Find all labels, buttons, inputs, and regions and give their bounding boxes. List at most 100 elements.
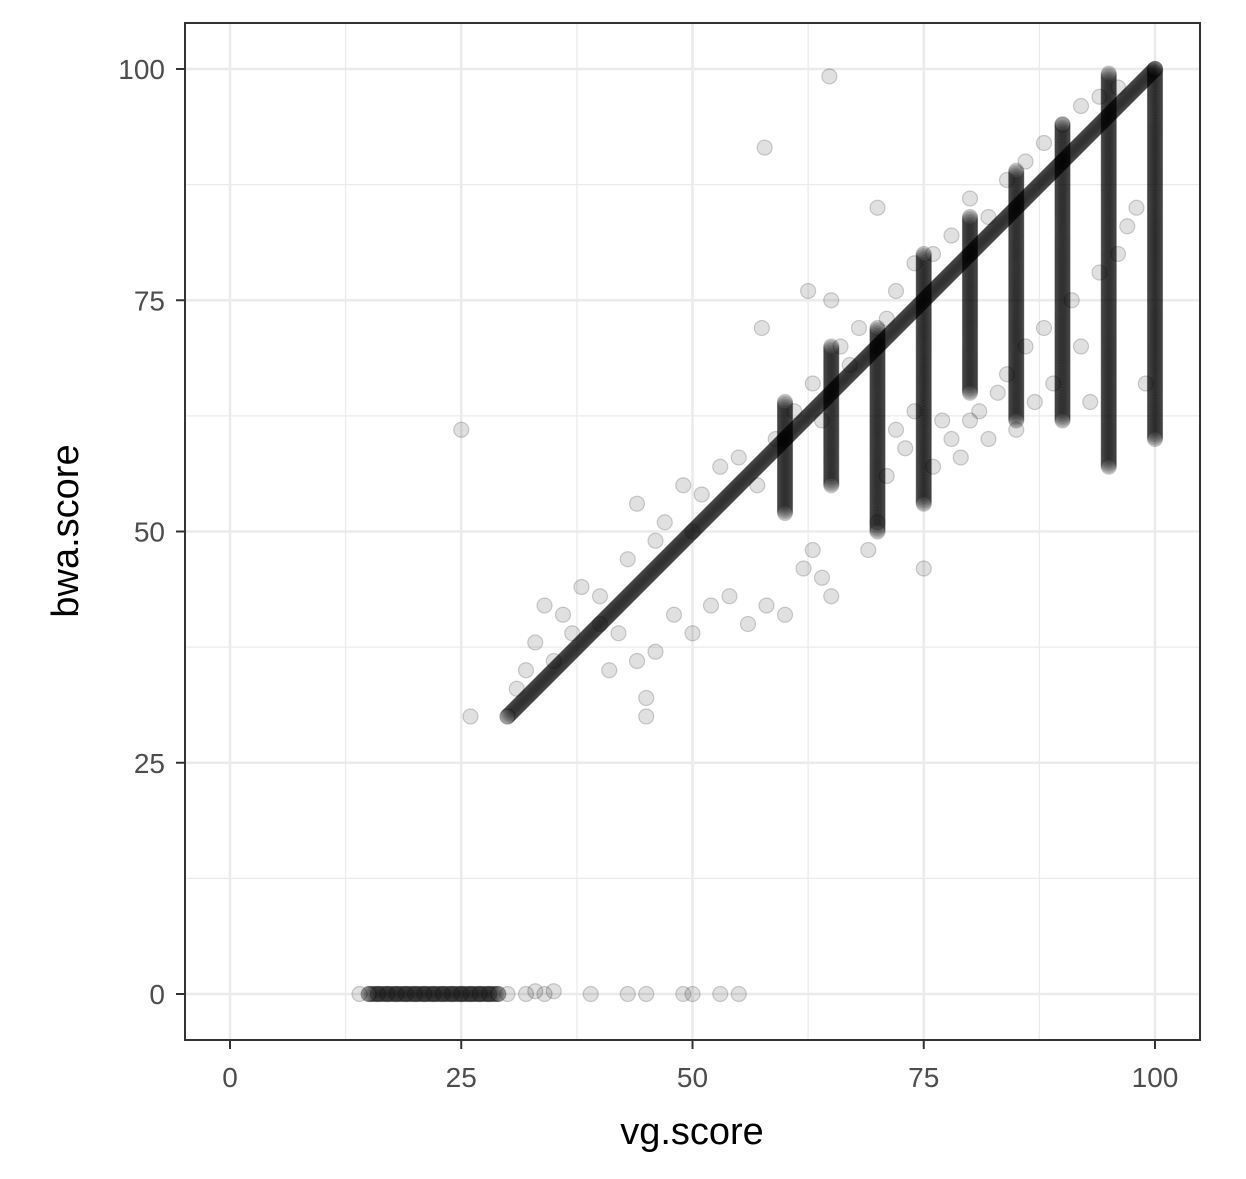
data-point (1146, 150, 1164, 167)
data-point (645, 561, 663, 579)
data-point (897, 440, 914, 457)
data-point (1146, 314, 1164, 331)
data-point (823, 361, 840, 378)
data-point (823, 446, 840, 464)
data-point (1031, 176, 1048, 193)
data-point (1030, 177, 1047, 194)
data-point (915, 476, 932, 493)
data-point (1100, 418, 1117, 435)
data-point (443, 985, 461, 1003)
data-point (389, 985, 406, 1003)
data-point (961, 231, 979, 248)
data-point (1054, 307, 1071, 324)
data-point (1146, 158, 1164, 175)
data-point (601, 662, 618, 679)
data-point (1129, 77, 1147, 95)
data-point (538, 669, 555, 686)
data-point (1100, 236, 1117, 253)
data-point (823, 388, 840, 405)
data-point (1122, 85, 1139, 102)
data-point (1100, 166, 1117, 183)
data-point (1054, 209, 1071, 226)
data-point (869, 338, 886, 355)
data-point (823, 373, 840, 390)
data-point (1008, 321, 1025, 338)
data-point (749, 477, 766, 494)
data-point (823, 442, 840, 459)
data-point (1146, 372, 1164, 389)
data-point (961, 327, 979, 344)
data-point (1138, 69, 1155, 86)
data-point (1008, 240, 1025, 257)
data-point (426, 985, 444, 1003)
data-point (1008, 162, 1025, 179)
data-point (1100, 92, 1117, 109)
data-point (1146, 111, 1164, 129)
data-point (869, 496, 886, 513)
data-point (1100, 124, 1117, 141)
data-point (1146, 278, 1164, 295)
data-point (869, 375, 886, 392)
data-point (869, 497, 886, 515)
data-point (776, 416, 794, 433)
data-point (915, 260, 932, 278)
data-point (1097, 110, 1114, 127)
data-point (1008, 363, 1025, 380)
data-point (970, 237, 987, 254)
data-point (961, 217, 979, 235)
data-point (1118, 89, 1135, 106)
data-point (1008, 165, 1025, 182)
data-point (1100, 442, 1117, 459)
data-point (1100, 149, 1117, 166)
data-point (1025, 181, 1043, 199)
data-point (1146, 108, 1164, 126)
data-point (1146, 364, 1164, 382)
data-point (776, 425, 794, 442)
data-point (697, 509, 715, 527)
data-point (1146, 203, 1164, 220)
data-point (915, 346, 932, 363)
data-point (625, 582, 642, 599)
data-point (1054, 257, 1071, 274)
data-point (1054, 138, 1071, 156)
data-point (844, 363, 861, 380)
data-point (961, 330, 979, 347)
data-point (961, 305, 979, 322)
data-point (869, 515, 886, 533)
data-point (1054, 128, 1071, 145)
data-point (869, 400, 886, 417)
data-point (713, 493, 731, 511)
data-point (1092, 115, 1109, 132)
data-point (869, 409, 886, 426)
data-point (776, 491, 794, 508)
data-point (1054, 283, 1071, 300)
data-point (915, 368, 932, 385)
data-point (1100, 188, 1117, 205)
data-point (1054, 407, 1071, 425)
data-point (823, 440, 840, 458)
data-point (838, 369, 855, 386)
data-point (869, 403, 886, 420)
data-point (1100, 80, 1117, 97)
data-point (1119, 88, 1136, 105)
data-point (1008, 291, 1025, 308)
data-point (1146, 204, 1164, 221)
data-point (823, 342, 840, 360)
data-point (1054, 182, 1071, 199)
data-point (1100, 169, 1117, 186)
data-point (869, 430, 886, 447)
data-point (1146, 306, 1164, 323)
data-point (824, 383, 841, 400)
data-point (915, 326, 932, 343)
data-point (961, 220, 979, 238)
data-point (965, 242, 982, 259)
data-point (511, 696, 528, 713)
data-point (959, 248, 976, 265)
data-point (915, 323, 932, 340)
data-point (1054, 230, 1071, 247)
data-point (823, 398, 840, 415)
data-point (1146, 66, 1164, 84)
data-point (1100, 401, 1117, 418)
data-point (1100, 173, 1117, 190)
data-point (1100, 218, 1117, 235)
